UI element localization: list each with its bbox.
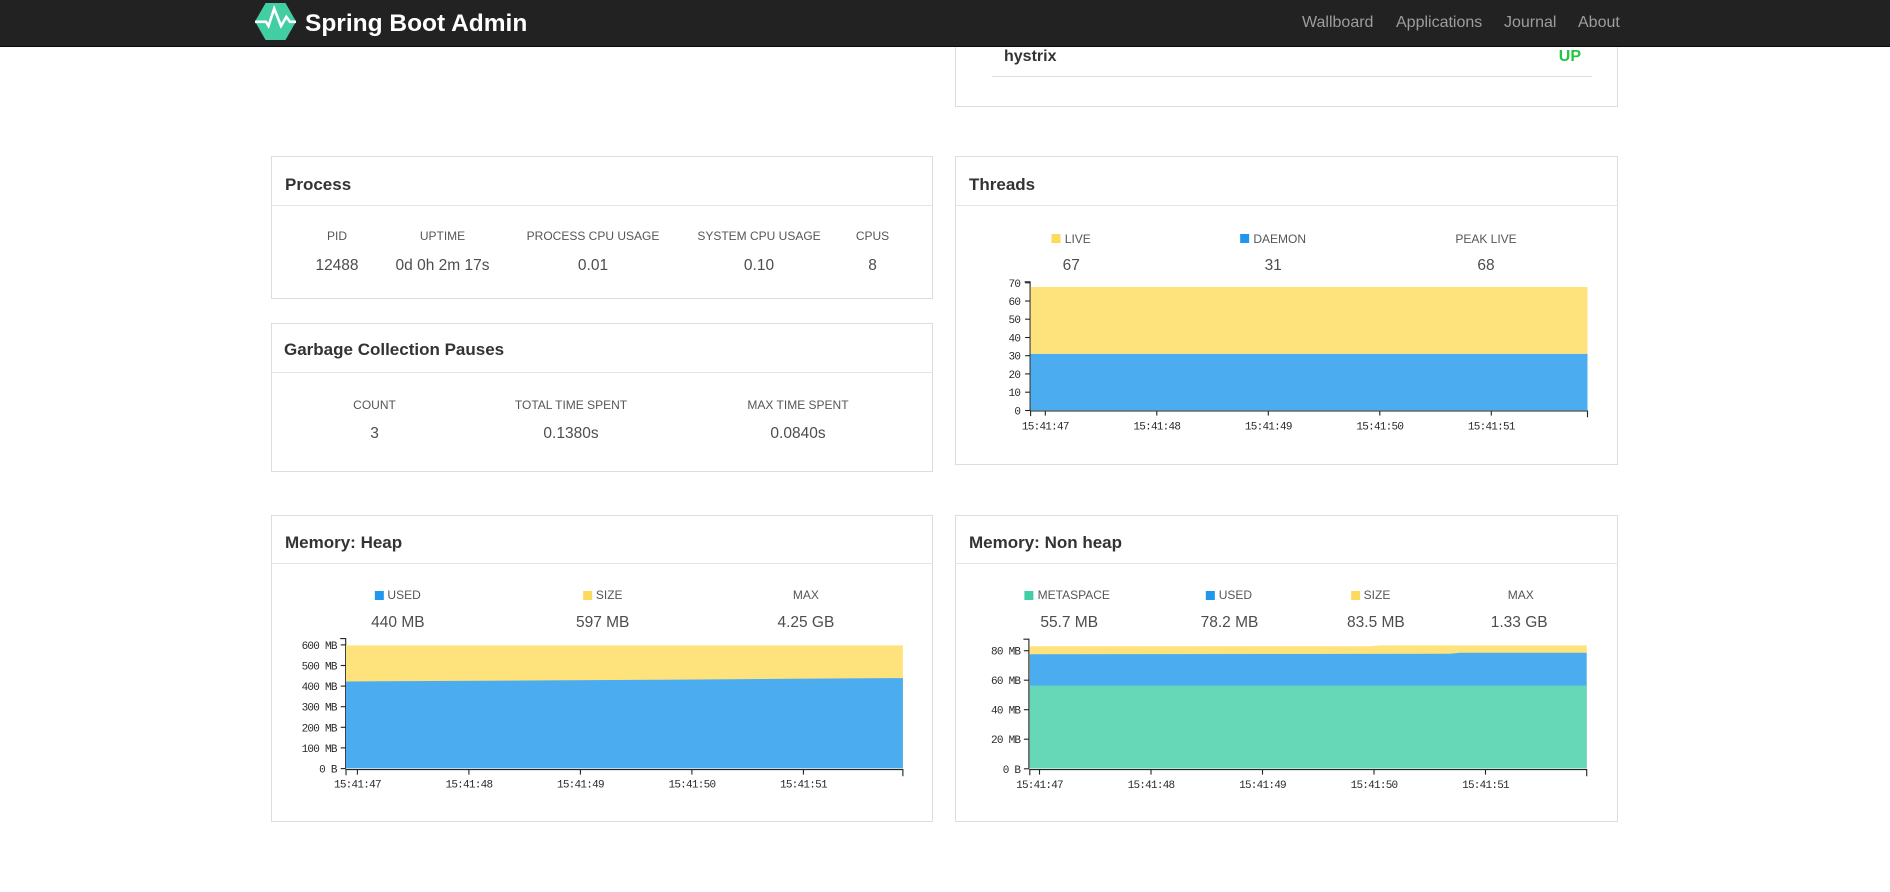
svg-text:400 MB: 400 MB <box>302 682 338 694</box>
svg-text:15:41:50: 15:41:50 <box>668 780 715 792</box>
svg-text:40: 40 <box>1008 334 1020 346</box>
svg-text:40 MB: 40 MB <box>991 706 1021 718</box>
svg-text:50: 50 <box>1008 315 1020 327</box>
svg-text:15:41:51: 15:41:51 <box>780 780 828 792</box>
svg-text:70: 70 <box>1008 279 1020 291</box>
svg-text:15:41:51: 15:41:51 <box>1462 780 1510 792</box>
svg-text:15:41:48: 15:41:48 <box>445 780 492 792</box>
svg-text:15:41:51: 15:41:51 <box>1468 422 1516 434</box>
svg-text:60: 60 <box>1008 297 1020 309</box>
svg-text:600 MB: 600 MB <box>302 641 338 653</box>
svg-text:80 MB: 80 MB <box>991 647 1021 659</box>
svg-text:500 MB: 500 MB <box>302 662 338 674</box>
svg-text:0: 0 <box>1014 407 1020 419</box>
svg-text:15:41:47: 15:41:47 <box>1022 422 1069 434</box>
svg-text:20: 20 <box>1008 370 1020 382</box>
svg-text:15:41:49: 15:41:49 <box>1239 780 1286 792</box>
svg-text:100 MB: 100 MB <box>302 744 338 756</box>
svg-text:0 B: 0 B <box>1003 765 1022 777</box>
svg-text:300 MB: 300 MB <box>302 703 338 715</box>
svg-text:15:41:47: 15:41:47 <box>1016 780 1063 792</box>
svg-text:15:41:47: 15:41:47 <box>334 780 381 792</box>
svg-text:60 MB: 60 MB <box>991 676 1021 688</box>
svg-text:20 MB: 20 MB <box>991 735 1021 747</box>
svg-text:15:41:50: 15:41:50 <box>1356 422 1403 434</box>
svg-text:200 MB: 200 MB <box>302 723 338 735</box>
svg-text:10: 10 <box>1008 388 1020 400</box>
svg-text:15:41:48: 15:41:48 <box>1128 780 1175 792</box>
svg-text:15:41:49: 15:41:49 <box>557 780 604 792</box>
svg-text:0 B: 0 B <box>319 765 338 777</box>
svg-text:15:41:50: 15:41:50 <box>1351 780 1398 792</box>
svg-text:30: 30 <box>1008 352 1020 364</box>
svg-text:15:41:48: 15:41:48 <box>1133 422 1180 434</box>
svg-text:15:41:49: 15:41:49 <box>1245 422 1292 434</box>
